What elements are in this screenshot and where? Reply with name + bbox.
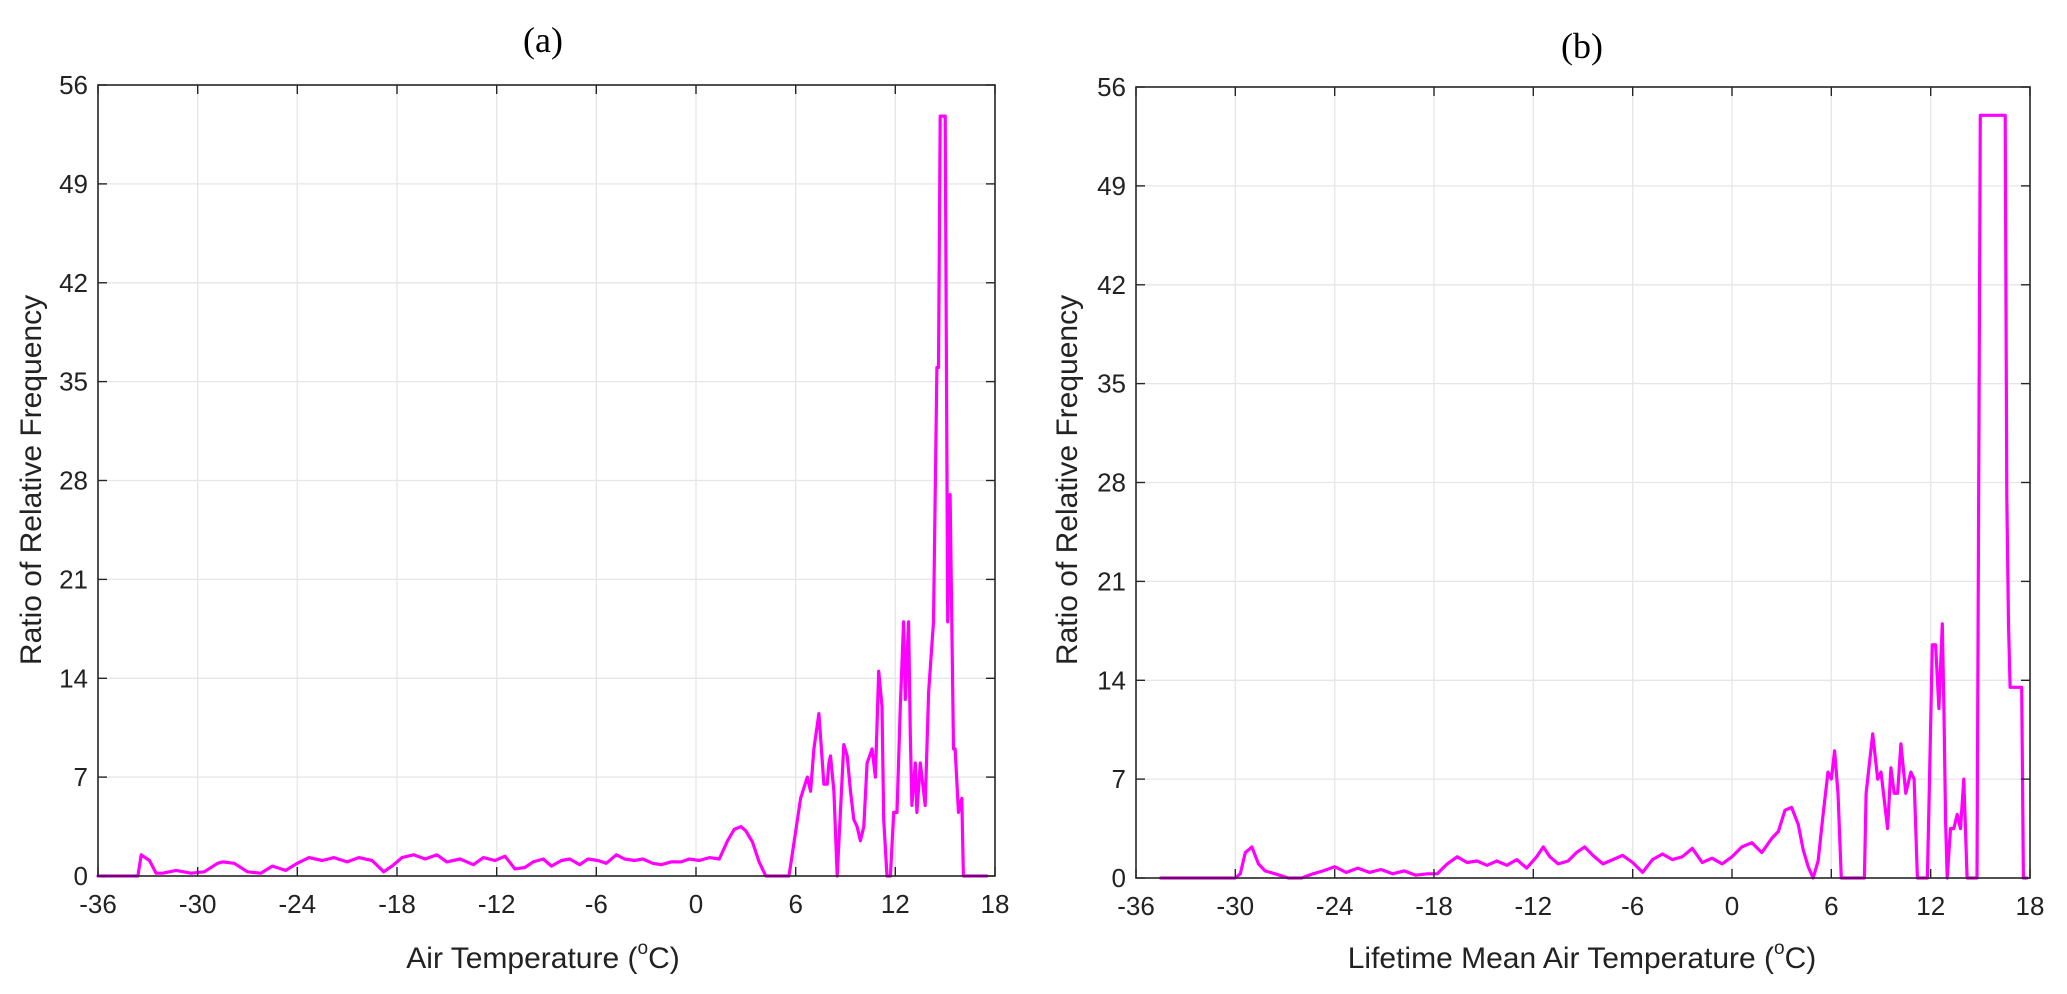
x-tick-label: -24 [1316,891,1354,921]
x-axis-unit-sup-b: o [1774,938,1785,959]
x-axis-label-text-a: Air Temperature [406,942,619,975]
chart-panel-a: (a) -36 -30 -24 -18 -12 -6 0 6 12 18 0 7 14 21 28 35 42 4… [15,20,1009,975]
x-axis-label-b: Lifetime Mean Air Temperature (oC) [1348,938,1817,975]
x-axis-label-text-b: Lifetime Mean Air Temperature [1348,942,1756,975]
x-tick-label: 6 [1824,891,1838,921]
x-tick-label: -18 [1415,891,1453,921]
x-tick-label: -36 [79,889,117,919]
x-tick-label: -36 [1117,891,1155,921]
x-tick-label: 0 [689,889,703,919]
y-tick-label: 28 [59,466,88,496]
x-tick-label: -12 [1515,891,1553,921]
y-tick-label: 49 [59,169,88,199]
y-tick-label: 35 [1097,369,1126,399]
y-tick-label: 14 [59,663,88,693]
x-tick-label: -24 [279,889,317,919]
y-tick-label: 49 [1097,171,1126,201]
chart-panel-b: (b) -36 -30 -24 -18 -12 -6 0 6 12 18 0 7 14 21 28 35 42 4… [1051,26,2044,975]
panel-title-a: (a) [523,20,563,60]
x-tick-label: -12 [478,889,516,919]
x-tick-label: -6 [585,889,608,919]
x-tick-label: -18 [378,889,416,919]
y-tick-label: 28 [1097,468,1126,498]
x-tick-label: -30 [1217,891,1255,921]
x-tick-label: 18 [981,889,1010,919]
y-axis-label-b: Ratio of Relative Frequency [1051,295,1084,665]
x-tick-label: 6 [788,889,802,919]
y-tick-label: 56 [59,70,88,100]
x-axis-unit-close-b: C) [1785,942,1817,975]
y-tick-label: 56 [1097,72,1126,102]
x-axis-unit-open-a: ( [627,942,637,975]
series-line-a-0 [96,114,989,878]
x-axis-unit-sup-a: o [637,938,648,959]
y-tick-label: 21 [1097,566,1126,596]
panel-title-b: (b) [1561,26,1603,66]
x-tick-label: 12 [1916,891,1945,921]
y-tick-label: 0 [74,861,88,891]
y-tick-label: 42 [59,268,88,298]
x-axis-label-a: Air Temperature (oC) [406,938,679,975]
x-tick-label: 18 [2016,891,2045,921]
x-axis-unit-open-b: ( [1764,942,1774,975]
x-axis-unit-close-a: C) [648,942,680,975]
y-tick-label: 7 [74,762,88,792]
series-line-b-0 [1159,113,2029,880]
y-tick-label: 35 [59,367,88,397]
x-tick-label: -30 [179,889,217,919]
x-tick-label: 0 [1725,891,1739,921]
x-tick-label: 12 [881,889,910,919]
y-tick-label: 21 [59,564,88,594]
y-tick-label: 42 [1097,270,1126,300]
y-axis-label-a: Ratio of Relative Frequency [15,295,48,665]
x-tick-label: -6 [1621,891,1644,921]
y-tick-label: 7 [1112,764,1126,794]
y-tick-label: 14 [1097,665,1126,695]
y-tick-label: 0 [1112,863,1126,893]
